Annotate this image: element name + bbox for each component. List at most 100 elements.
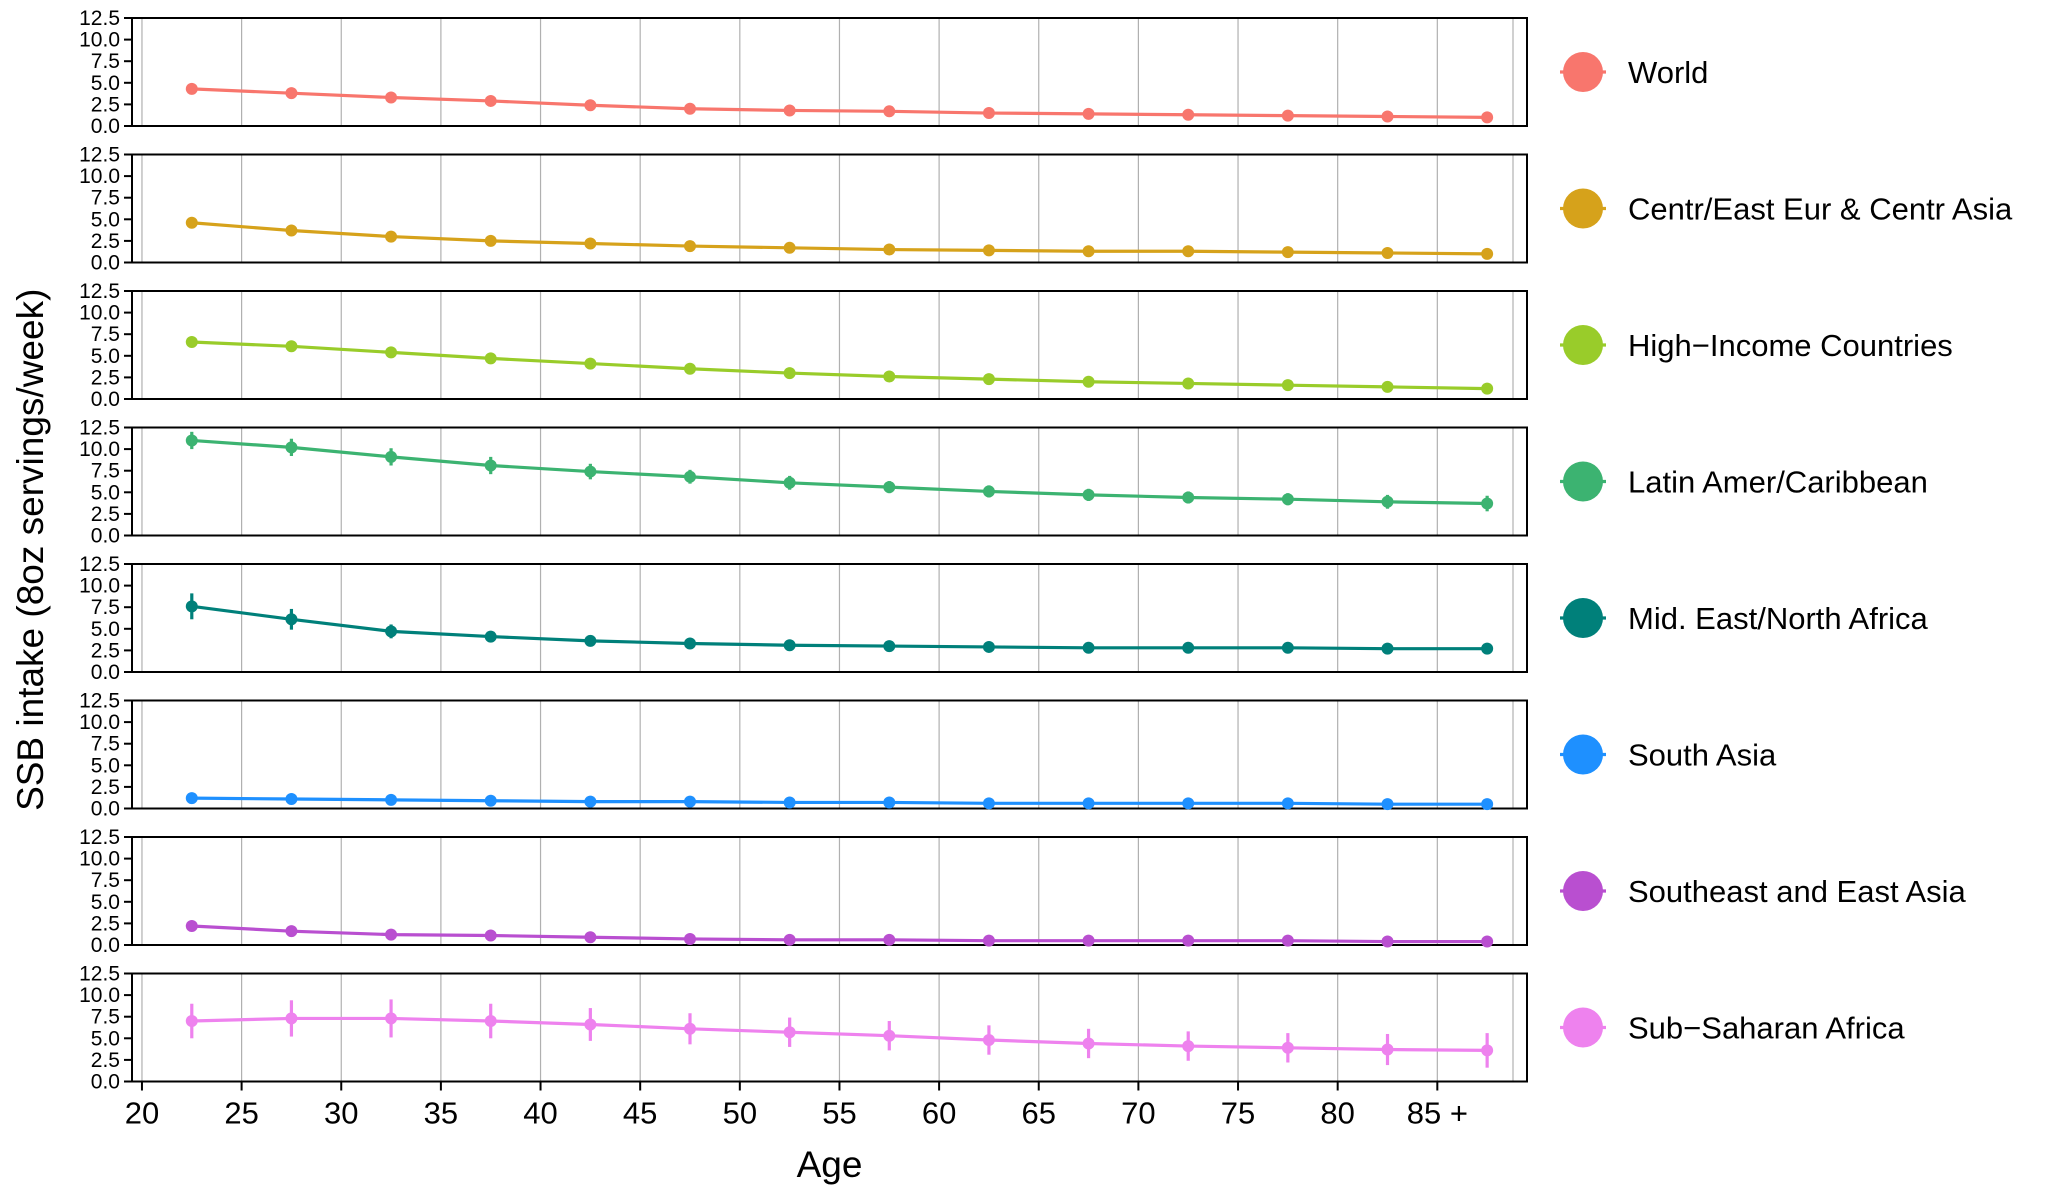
data-point [584,237,597,250]
data-point [385,625,398,638]
data-point [1082,107,1095,120]
y-tick-label: 12.5 [79,553,120,576]
data-point [185,600,198,613]
data-point [185,216,198,229]
data-point [684,1022,696,1035]
data-point [1182,108,1195,121]
data-point [1481,1044,1494,1057]
y-tick-label: 10.0 [79,302,120,325]
facet-panel: 0.02.55.07.510.012.5 South Asia [79,690,1777,821]
data-point [982,485,995,498]
data-point [584,357,597,370]
panel-frame [131,563,1528,673]
y-tick-label: 5.0 [91,1027,120,1050]
data-point [385,1012,398,1025]
data-point [982,107,995,120]
y-tick-label: 10.0 [79,848,120,871]
data-point [684,795,696,808]
y-tick-label: 10.0 [79,575,120,598]
legend-label: Sub−Saharan Africa [1628,1011,1905,1046]
data-point [684,362,696,375]
data-point [484,459,497,472]
data-point [883,640,896,653]
data-point [684,932,696,945]
data-point [783,639,796,652]
data-point [684,240,696,253]
data-point [1281,641,1294,654]
data-point [185,792,198,805]
y-tick-label: 5.0 [91,345,120,368]
series-line [191,438,1488,506]
data-point [1281,1041,1294,1054]
y-tick-label: 2.5 [91,776,120,799]
data-point [584,931,597,944]
data-point [285,87,298,100]
series-line [191,340,1488,391]
data-point [285,925,298,938]
y-tick-label: 0.0 [91,252,120,275]
data-point [982,244,995,257]
data-point [285,1012,298,1025]
y-tick-label: 12.5 [79,144,120,167]
data-point [982,934,995,947]
x-tick-label: 70 [1121,1096,1155,1131]
x-tick-label: 50 [723,1096,757,1131]
y-tick-label: 10.0 [79,438,120,461]
data-point [385,346,398,359]
y-tick-label: 7.5 [91,596,120,619]
data-point [385,91,398,104]
panel-frame [131,699,1528,810]
data-point [385,230,398,243]
data-point [1281,246,1294,259]
data-point [285,224,298,237]
x-tick-label: 30 [324,1096,358,1131]
data-point [982,797,995,810]
data-point [1182,797,1195,810]
x-tick-label: 65 [1022,1096,1056,1131]
data-point [1381,495,1394,508]
facet-panel: 0.02.55.07.510.012.5 Southeast and East A… [79,826,1966,957]
y-tick-label: 2.5 [91,366,120,389]
data-point [584,99,597,112]
x-tick-label: 60 [922,1096,956,1131]
y-tick-label: 5.0 [91,481,120,504]
data-point [1481,798,1494,811]
x-tick-label: 75 [1221,1096,1255,1131]
data-point [1082,797,1095,810]
y-tick-label: 0.0 [91,525,120,548]
data-point [783,367,796,380]
data-point [385,450,398,463]
data-point [982,640,995,653]
data-point [185,434,198,447]
y-tick-label: 12.5 [79,963,120,986]
data-point [783,476,796,489]
x-tick-label: 40 [523,1096,557,1131]
legend-label: Latin Amer/Caribbean [1628,465,1928,500]
data-point [285,792,298,805]
data-point [783,104,796,117]
legend-key-dot [1563,734,1603,775]
y-tick-label: 7.5 [91,733,120,756]
y-tick-label: 7.5 [91,869,120,892]
data-point [1082,245,1095,258]
data-point [285,340,298,353]
data-point [1381,935,1394,948]
legend-key-dot [1563,598,1603,638]
panel-frame [131,836,1528,946]
x-tick-label: 45 [623,1096,657,1131]
data-point [684,470,696,483]
data-point [1481,497,1494,510]
y-tick-label: 2.5 [91,503,120,526]
y-tick-label: 0.0 [91,1071,120,1094]
data-point [185,1015,198,1028]
x-tick-label: 25 [224,1096,258,1131]
data-point [1381,798,1394,811]
data-point [484,929,497,942]
legend-label: Mid. East/North Africa [1628,601,1929,636]
facet-panel: 0.02.55.07.510.012.5 High−Income Countrie… [79,280,1953,411]
data-point [1281,379,1294,392]
y-tick-label: 10.0 [79,165,120,188]
data-point [584,795,597,808]
y-tick-label: 5.0 [91,618,120,641]
facet-panel: 0.02.55.07.510.012.5 Mid. East/North Afri… [79,553,1928,684]
